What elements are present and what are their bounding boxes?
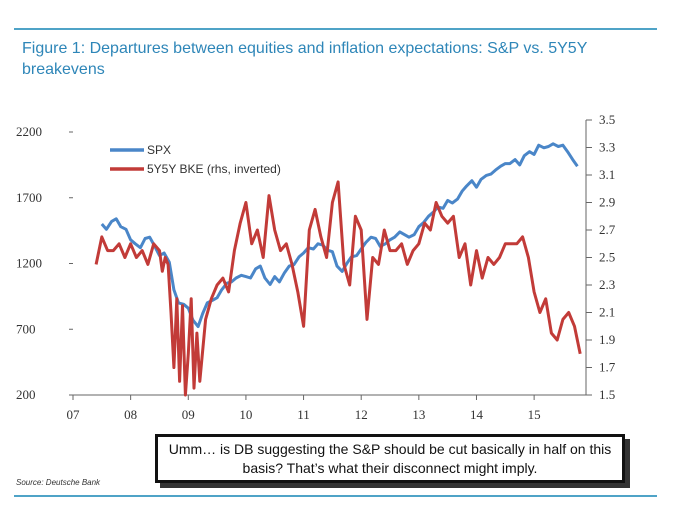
left-tick-label: 700	[16, 321, 36, 336]
right-tick-label: 1.7	[599, 360, 616, 375]
left-tick-label: 200	[16, 387, 36, 402]
right-tick-label: 2.3	[599, 277, 615, 292]
right-tick-label: 3.1	[599, 167, 615, 182]
right-tick-label: 1.5	[599, 387, 615, 402]
spx-series-line	[100, 142, 579, 329]
commentary-callout: Umm… is DB suggesting the S&P should be …	[155, 434, 625, 483]
x-tick-label: 10	[239, 407, 252, 422]
bke-series-line	[94, 180, 582, 397]
bottom-rule	[14, 495, 657, 497]
right-tick-label: 2.9	[599, 195, 615, 210]
x-tick-label: 15	[528, 407, 541, 422]
right-tick-label: 1.9	[599, 332, 615, 347]
x-tick-label: 13	[412, 407, 425, 422]
left-tick-label: 2200	[16, 124, 42, 139]
left-tick-label: 1700	[16, 190, 42, 205]
x-tick-label: 11	[297, 407, 310, 422]
left-tick-label: 1200	[16, 256, 42, 271]
right-tick-label: 3.3	[599, 140, 615, 155]
figure-title: Figure 1: Departures between equities an…	[22, 40, 588, 78]
x-tick-label: 09	[182, 407, 195, 422]
top-rule	[14, 28, 657, 30]
source-note: Source: Deutsche Bank	[16, 478, 101, 487]
legend-label: 5Y5Y BKE (rhs, inverted)	[147, 162, 281, 176]
legend-label: SPX	[147, 143, 171, 157]
x-tick-label: 08	[124, 407, 137, 422]
right-tick-label: 3.5	[599, 112, 615, 127]
right-tick-label: 2.5	[599, 250, 615, 265]
right-tick-label: 2.7	[599, 222, 616, 237]
x-tick-label: 14	[470, 407, 484, 422]
x-tick-label: 07	[67, 407, 81, 422]
right-tick-label: 2.1	[599, 305, 615, 320]
x-tick-label: 12	[355, 407, 368, 422]
